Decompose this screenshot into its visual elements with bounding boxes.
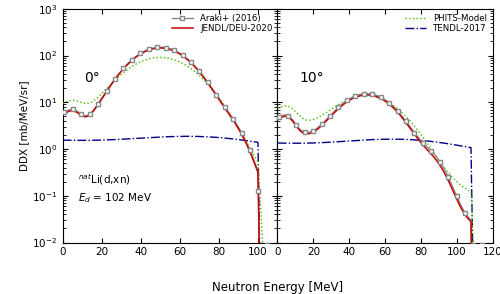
Text: 0°: 0°: [84, 71, 100, 86]
Text: 10°: 10°: [299, 71, 324, 86]
Text: $^{nat}$Li(d,xn)
$E_d$ = 102 MeV: $^{nat}$Li(d,xn) $E_d$ = 102 MeV: [78, 172, 152, 205]
Legend: PHITS-Model, TENDL-2017: PHITS-Model, TENDL-2017: [404, 13, 488, 34]
Text: Neutron Energy [MeV]: Neutron Energy [MeV]: [212, 281, 343, 294]
Legend: Araki+ (2016), JENDL/DEU-2020: Araki+ (2016), JENDL/DEU-2020: [170, 13, 273, 34]
Y-axis label: DDX [mb/MeV/sr]: DDX [mb/MeV/sr]: [20, 80, 30, 171]
